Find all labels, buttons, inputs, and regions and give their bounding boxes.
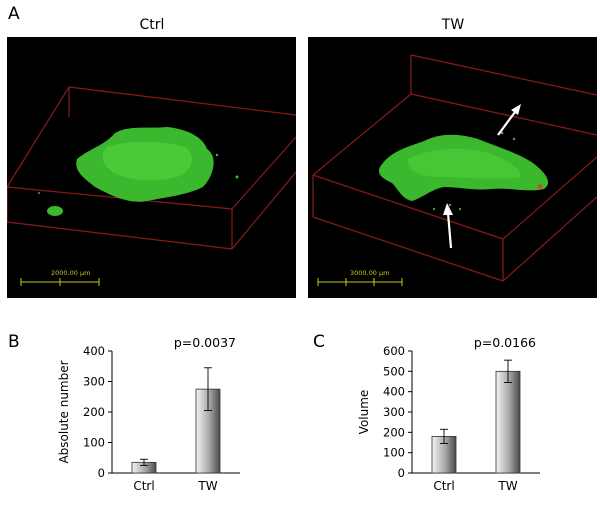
- chart-b: 0 100 200 300 400 Absolute number Ctrl TW p=0.00…: [57, 335, 240, 493]
- chart-b-y-tick-label: 0: [98, 466, 105, 480]
- tw-arrow-lower: [443, 203, 453, 249]
- tw-arrow-upper: [497, 104, 521, 136]
- chart-c-y-tick-label: 400: [383, 385, 405, 399]
- chart-b-y-tick-label: 400: [83, 344, 105, 358]
- chart-c-y-tick-label: 200: [383, 425, 405, 439]
- chart-c-x-label-ctrl: Ctrl: [433, 479, 454, 493]
- ctrl-biofilm: [38, 127, 239, 216]
- chart-c-y-tick-label: 100: [383, 446, 405, 460]
- chart-b-y-label: Absolute number: [57, 360, 71, 463]
- ctrl-scale-bar: 2000.00 μm: [20, 269, 100, 286]
- chart-c-pvalue: p=0.0166: [474, 335, 536, 350]
- tw-bounding-box: [312, 54, 597, 282]
- chart-c: 0 100 200 300 400 500 600 Volume Ctrl TW p=0.0166: [357, 335, 540, 493]
- chart-c-y-tick-label: 300: [383, 405, 405, 419]
- chart-b-y-tick-label: 100: [83, 436, 105, 450]
- tw-scale-label: 3000.00 μm: [350, 269, 389, 277]
- tw-microscopy-image: 3000.00 μm: [308, 37, 597, 298]
- chart-c-y-label: Volume: [357, 390, 371, 435]
- chart-c-y-tick-label: 0: [398, 466, 405, 480]
- tw-scale-bar: 3000.00 μm: [317, 269, 403, 286]
- ctrl-image-title: Ctrl: [139, 17, 165, 33]
- panel-letter-b: B: [8, 332, 20, 352]
- panel-letter-c: C: [313, 332, 325, 352]
- ctrl-scale-label: 2000.00 μm: [51, 269, 90, 277]
- chart-b-y-tick-label: 200: [83, 405, 105, 419]
- panel-letter-a: A: [8, 4, 20, 24]
- chart-b-y-tick-label: 300: [83, 375, 105, 389]
- chart-c-x-label-tw: TW: [497, 479, 517, 493]
- chart-b-x-label-tw: TW: [197, 479, 217, 493]
- chart-b-pvalue: p=0.0037: [174, 335, 236, 350]
- tw-biofilm: [378, 131, 549, 211]
- tw-image-title: TW: [441, 17, 465, 33]
- chart-c-bar-tw: [495, 370, 521, 474]
- chart-c-y-tick-label: 500: [383, 364, 405, 378]
- chart-c-y-tick-label: 600: [383, 344, 405, 358]
- ctrl-microscopy-image: 2000.00 μm: [7, 37, 296, 298]
- chart-b-x-label-ctrl: Ctrl: [133, 479, 154, 493]
